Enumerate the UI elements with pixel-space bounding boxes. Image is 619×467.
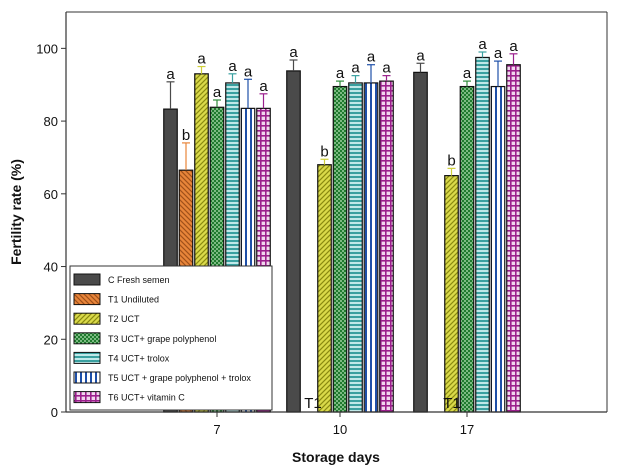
significance-label: a (259, 78, 268, 95)
legend-box (69, 265, 273, 411)
legend-label: T2 UCT (108, 314, 140, 324)
x-tick-label: 10 (333, 422, 347, 437)
legend-label: T5 UCT + grape polyphenol + trolox (108, 373, 251, 383)
bar (286, 70, 301, 413)
bar (444, 175, 459, 413)
significance-label: a (463, 65, 472, 82)
bar (379, 80, 394, 413)
significance-label: a (244, 63, 253, 80)
significance-label: a (336, 65, 345, 82)
significance-label: a (509, 38, 518, 55)
axes: 0 20 40 60 80 100 7 10 17 Storage days Fertility r… (8, 11, 608, 465)
legend-label: T6 UCT+ vitamin C (108, 393, 185, 403)
bar (317, 164, 332, 413)
legend-label: T3 UCT+ grape polyphenol (108, 334, 216, 344)
significance-label: b (447, 152, 455, 169)
legend-swatch (73, 273, 101, 286)
significance-label: a (213, 84, 222, 101)
legend-swatch (73, 332, 101, 345)
y-tick-label: 20 (44, 332, 58, 347)
y-tick-label: 100 (36, 41, 58, 56)
y-tick-label: 60 (44, 187, 58, 202)
x-tick-label: 17 (460, 422, 474, 437)
significance-label: b (182, 127, 190, 144)
bar (459, 85, 475, 413)
significance-label: a (478, 36, 487, 53)
bar (363, 82, 379, 413)
significance-label: a (351, 60, 360, 77)
annotation-label: T1 (443, 395, 461, 412)
legend-swatch (73, 293, 101, 306)
significance-label: a (228, 58, 237, 75)
y-tick-label: 80 (44, 114, 58, 129)
x-axis-label: Storage days (292, 449, 380, 465)
y-tick-label: 40 (44, 260, 58, 275)
legend-swatch (73, 391, 101, 404)
legend-swatch (73, 371, 101, 384)
y-tick-label: 0 (51, 405, 58, 420)
significance-label: a (416, 47, 425, 64)
legend-label: C Fresh semen (108, 275, 170, 285)
significance-label: a (289, 44, 298, 61)
significance-label: b (320, 143, 328, 160)
significance-label: a (166, 66, 175, 83)
y-axis-label: Fertility rate (%) (8, 159, 24, 265)
legend: C Fresh semen T1 Undiluted T2 UCT T3 UCT+ g… (69, 265, 273, 411)
legend-swatch (73, 312, 101, 325)
significance-label: a (494, 45, 503, 62)
legend-label: T4 UCT+ trolox (108, 353, 170, 363)
bar (506, 64, 521, 413)
significance-label: a (197, 51, 206, 68)
significance-label: a (367, 49, 376, 66)
annotation-label: T1 (304, 395, 322, 412)
legend-swatch (73, 351, 101, 364)
bar (348, 82, 363, 413)
x-tick-label: 7 (213, 422, 220, 437)
bar (413, 71, 428, 413)
legend-label: T1 Undiluted (108, 295, 159, 305)
bar (490, 85, 506, 413)
bar (475, 56, 490, 413)
significance-label: a (382, 60, 391, 77)
bar (332, 85, 348, 413)
